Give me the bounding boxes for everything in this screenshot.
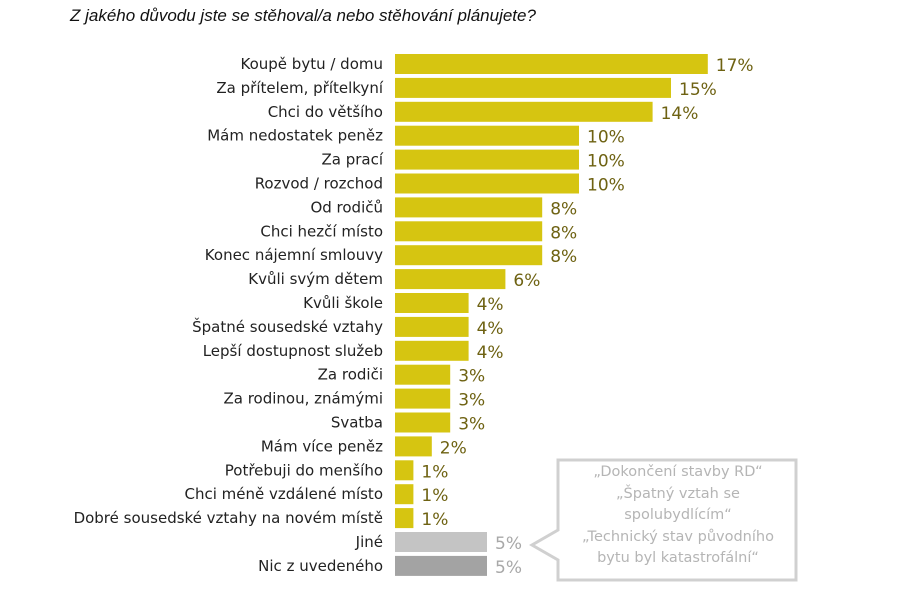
bar <box>395 555 487 576</box>
bar <box>395 508 414 529</box>
chart-title: Z jakého důvodu jste se stěhoval/a nebo … <box>70 6 536 25</box>
category-label: Jiné <box>355 533 383 551</box>
category-label: Dobré sousedské vztahy na novém místě <box>74 509 383 527</box>
value-label: 3% <box>458 415 485 435</box>
category-label: Špatné sousedské vztahy <box>192 317 383 336</box>
bar <box>395 293 469 313</box>
bar <box>395 532 487 552</box>
bar <box>395 436 432 457</box>
value-label: 8% <box>550 223 577 243</box>
value-label: 10% <box>587 128 625 148</box>
bar <box>395 101 653 122</box>
annotation-line: spolubydlícím“ <box>624 507 732 523</box>
bar <box>395 412 451 433</box>
annotation-line: „Dokončení stavby RD“ <box>593 464 763 480</box>
bar <box>395 269 506 290</box>
annotation-line: bytu byl katastrofální“ <box>597 550 759 566</box>
category-label: Nic z uvedeného <box>258 557 383 575</box>
bar <box>395 221 543 242</box>
bar <box>395 197 543 218</box>
category-label: Chci méně vzdálené místo <box>184 485 383 503</box>
bar <box>395 316 469 337</box>
bar <box>395 484 414 505</box>
category-label: Chci do většího <box>268 103 383 121</box>
annotation-line: „Špatný vztah se <box>616 485 740 502</box>
bar <box>395 77 671 98</box>
value-label: 4% <box>477 295 504 315</box>
value-label: 5% <box>495 534 522 554</box>
category-label: Mám nedostatek peněz <box>207 127 383 145</box>
category-label: Rozvod / rozchod <box>255 175 383 193</box>
bar <box>395 245 543 266</box>
category-label: Svatba <box>331 414 383 432</box>
category-label: Lepší dostupnost služeb <box>203 342 383 360</box>
value-label: 4% <box>477 343 504 363</box>
value-label: 1% <box>421 486 448 506</box>
value-label: 2% <box>440 438 467 458</box>
category-label: Chci hezčí místo <box>260 222 383 240</box>
bar <box>395 125 579 146</box>
value-label: 1% <box>421 510 448 530</box>
value-label: 3% <box>458 367 485 387</box>
category-label: Za rodiči <box>318 366 383 384</box>
bar <box>395 460 414 481</box>
category-label: Konec nájemní smlouvy <box>205 246 383 264</box>
category-label: Koupě bytu / domu <box>241 55 384 73</box>
category-label: Za prací <box>321 151 383 169</box>
category-label: Od rodičů <box>310 198 383 216</box>
value-label: 6% <box>513 271 540 291</box>
category-label: Potřebuji do menšího <box>225 461 383 479</box>
value-label: 15% <box>679 80 717 100</box>
value-label: 14% <box>661 104 699 124</box>
value-label: 10% <box>587 152 625 172</box>
callout-bubble <box>528 458 798 582</box>
value-label: 4% <box>477 319 504 339</box>
annotation-callout: „Dokončení stavby RD“ „Špatný vztah se s… <box>560 460 796 582</box>
value-label: 3% <box>458 391 485 411</box>
annotation-line: „Technický stav původního <box>582 528 774 545</box>
value-label: 1% <box>421 462 448 482</box>
value-label: 8% <box>550 199 577 219</box>
value-label: 10% <box>587 176 625 196</box>
bar <box>395 173 579 194</box>
category-label: Mám více peněz <box>261 437 383 455</box>
bar <box>395 149 579 170</box>
value-label: 8% <box>550 247 577 267</box>
category-label: Kvůli škole <box>303 294 383 312</box>
bar <box>395 388 451 409</box>
bar <box>395 364 451 385</box>
category-label: Za rodinou, známými <box>223 390 383 408</box>
category-label: Kvůli svým dětem <box>248 270 383 288</box>
value-label: 17% <box>716 56 754 76</box>
category-label: Za přítelem, přítelkyní <box>216 79 383 97</box>
value-label: 5% <box>495 558 522 578</box>
bar <box>395 54 708 74</box>
bar <box>395 340 469 361</box>
